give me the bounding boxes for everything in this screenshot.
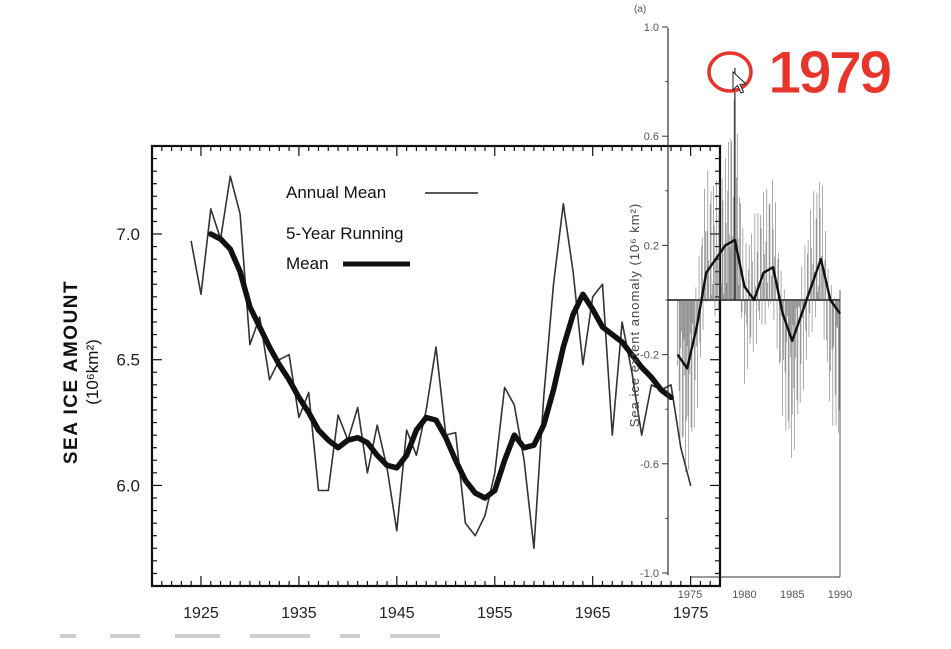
left-y-tick-labels: 6.0 6.5 7.0 [116, 225, 140, 495]
annual-mean-line [190, 175, 692, 550]
right-y-tick-label: 1.0 [644, 22, 659, 34]
annotation-1979: 1979 [707, 39, 895, 107]
right-axis-ticks [662, 26, 668, 574]
left-y-axis-units: (10⁶km²) [83, 339, 102, 405]
left-y-tick-label: 7.0 [116, 225, 140, 244]
right-x-tick-label: 1980 [732, 589, 756, 601]
right-y-tick-labels: 1.0 0.6 0.2 -0.2 -0.6 -1.0 [640, 22, 659, 580]
right-x-tick-label: 1975 [678, 589, 702, 601]
cursor-arrow-icon [732, 70, 748, 94]
right-y-axis-label: Sea ice extent anomaly (10⁶ km²) [627, 203, 642, 428]
smoothed-anomaly-line [676, 238, 841, 370]
left-x-tick-label: 1925 [183, 605, 219, 622]
left-chart: 1925 1935 1945 1955 1965 1975 6.0 6.5 7.0 SEA I… [61, 144, 722, 622]
right-monthly-bars [677, 67, 840, 473]
left-x-tick-labels: 1925 1935 1945 1955 1965 1975 [183, 605, 708, 622]
right-y-tick-label: -1.0 [640, 568, 659, 580]
left-x-tick-label: 1935 [281, 605, 317, 622]
left-y-tick-label: 6.5 [116, 351, 140, 370]
legend-running-label-1: 5-Year Running [286, 224, 404, 243]
annotation-year-label: 1979 [768, 39, 891, 106]
legend-annual-label: Annual Mean [286, 183, 386, 202]
left-y-tick-label: 6.0 [116, 476, 140, 495]
left-axis-ticks [151, 145, 721, 587]
left-x-tick-label: 1975 [673, 605, 709, 622]
legend-running-label-2: Mean [286, 254, 329, 273]
left-x-tick-label: 1945 [379, 605, 415, 622]
left-x-tick-label: 1965 [575, 605, 611, 622]
right-y-tick-label: 0.2 [644, 240, 659, 252]
right-chart: 1.0 0.6 0.2 -0.2 -0.6 -1.0 1975 1980 1985 1990 (… [627, 4, 852, 601]
right-x-tick-labels: 1975 1980 1985 1990 [678, 589, 852, 601]
running-mean-line [208, 231, 674, 501]
right-y-tick-label: -0.6 [640, 459, 659, 471]
right-x-tick-label: 1990 [828, 589, 852, 601]
right-panel-tag: (a) [634, 4, 646, 15]
right-y-tick-label: -0.2 [640, 350, 659, 362]
left-y-axis-label: SEA ICE AMOUNT [61, 280, 82, 464]
annotation-circle [707, 51, 753, 93]
scan-artifacts [60, 634, 440, 638]
legend: Annual Mean 5-Year Running Mean [286, 183, 478, 273]
left-x-tick-label: 1955 [477, 605, 513, 622]
left-series-group [190, 175, 692, 550]
right-y-tick-label: 0.6 [644, 131, 659, 143]
right-x-tick-label: 1985 [780, 589, 804, 601]
right-series-group [676, 238, 841, 370]
